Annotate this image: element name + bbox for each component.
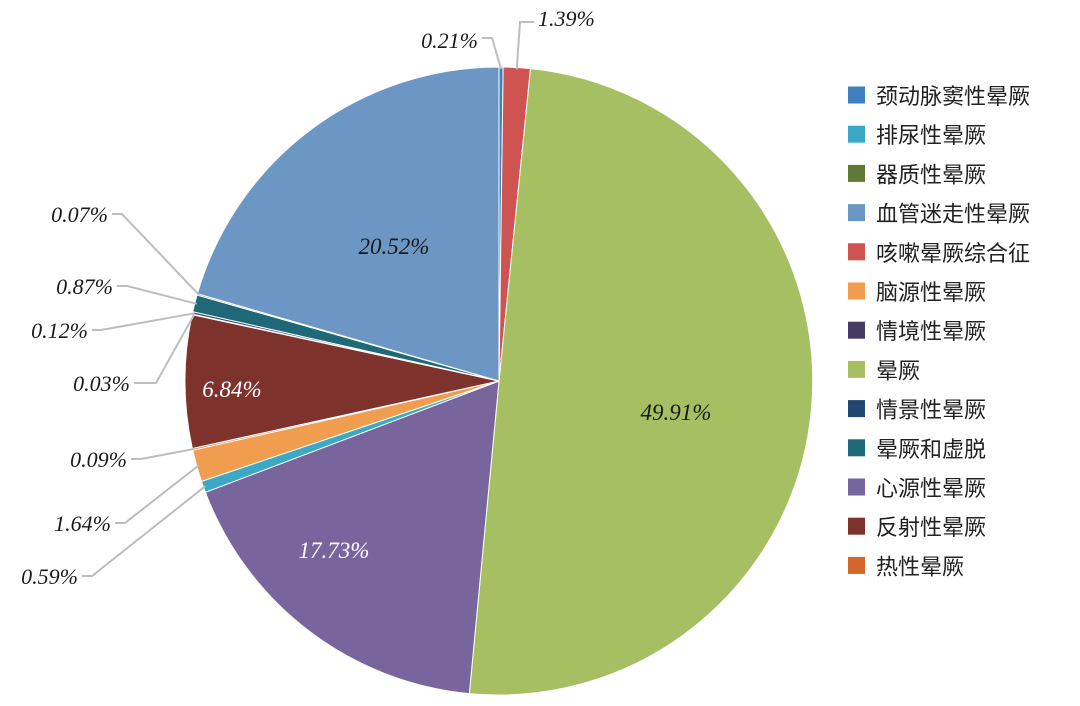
leader-line — [82, 485, 206, 577]
legend-label: 情境性晕厥 — [876, 320, 986, 345]
data-label: 0.87% — [56, 274, 113, 299]
legend-swatch — [848, 360, 865, 378]
legend-label: 反射性晕厥 — [876, 516, 986, 541]
legend-label: 排尿性晕厥 — [876, 124, 986, 149]
legend-swatch — [848, 400, 865, 418]
leader-line — [92, 312, 195, 331]
legend-label: 情景性晕厥 — [876, 399, 986, 424]
legend-label: 热性晕厥 — [876, 555, 964, 580]
leader-line — [112, 213, 200, 296]
slice-3 — [204, 380, 500, 695]
leader-lines — [82, 21, 534, 577]
data-label: 0.09% — [70, 447, 127, 472]
legend-label: 器质性晕厥 — [876, 163, 986, 188]
data-labels: 0.21% 1.39% 49.91% 17.73% 0.59% 1.64% 0.09% 6.8… — [21, 6, 711, 589]
legend-swatch — [848, 86, 865, 104]
legend-label: 晕厥和虚脱 — [876, 438, 986, 463]
data-label: 0.59% — [21, 564, 78, 589]
legend-swatch — [848, 204, 865, 222]
legend-swatch — [848, 243, 865, 261]
legend-swatch — [848, 321, 865, 339]
leader-line — [134, 314, 195, 384]
data-label: 1.39% — [538, 6, 595, 31]
leader-line — [482, 37, 503, 70]
legend-swatch — [848, 556, 865, 574]
legend-label: 心源性晕厥 — [876, 477, 986, 502]
legend-label: 脑源性晕厥 — [876, 281, 986, 306]
data-label: 1.64% — [54, 511, 111, 536]
data-label: 0.12% — [31, 318, 88, 343]
legend-label: 血管迷走性晕厥 — [876, 203, 1030, 228]
legend: 颈动脉窦性晕厥排尿性晕厥器质性晕厥血管迷走性晕厥咳嗽晕厥综合征脑源性晕厥情境性晕… — [848, 85, 1030, 580]
pie-slices — [184, 66, 814, 696]
legend-label: 颈动脉窦性晕厥 — [876, 85, 1030, 110]
data-label: 20.52% — [359, 234, 430, 259]
legend-swatch — [848, 517, 865, 535]
legend-swatch — [848, 478, 865, 496]
data-label: 17.73% — [299, 538, 370, 563]
legend-swatch — [848, 282, 865, 300]
legend-swatch — [848, 125, 865, 143]
data-label: 0.03% — [73, 371, 130, 396]
legend-swatch — [848, 439, 865, 457]
leader-line — [115, 464, 200, 524]
leader-line — [117, 285, 197, 305]
legend-label: 晕厥 — [876, 359, 920, 384]
data-label: 0.21% — [421, 28, 478, 53]
legend-label: 咳嗽晕厥综合征 — [876, 242, 1030, 267]
slice-12 — [196, 66, 500, 382]
data-label: 6.84% — [202, 377, 261, 402]
legend-swatch — [848, 164, 865, 182]
leader-line — [515, 21, 534, 70]
data-label: 49.91% — [641, 400, 712, 425]
data-label: 0.07% — [51, 202, 108, 227]
slice-2 — [468, 68, 814, 696]
leader-line — [131, 447, 195, 460]
